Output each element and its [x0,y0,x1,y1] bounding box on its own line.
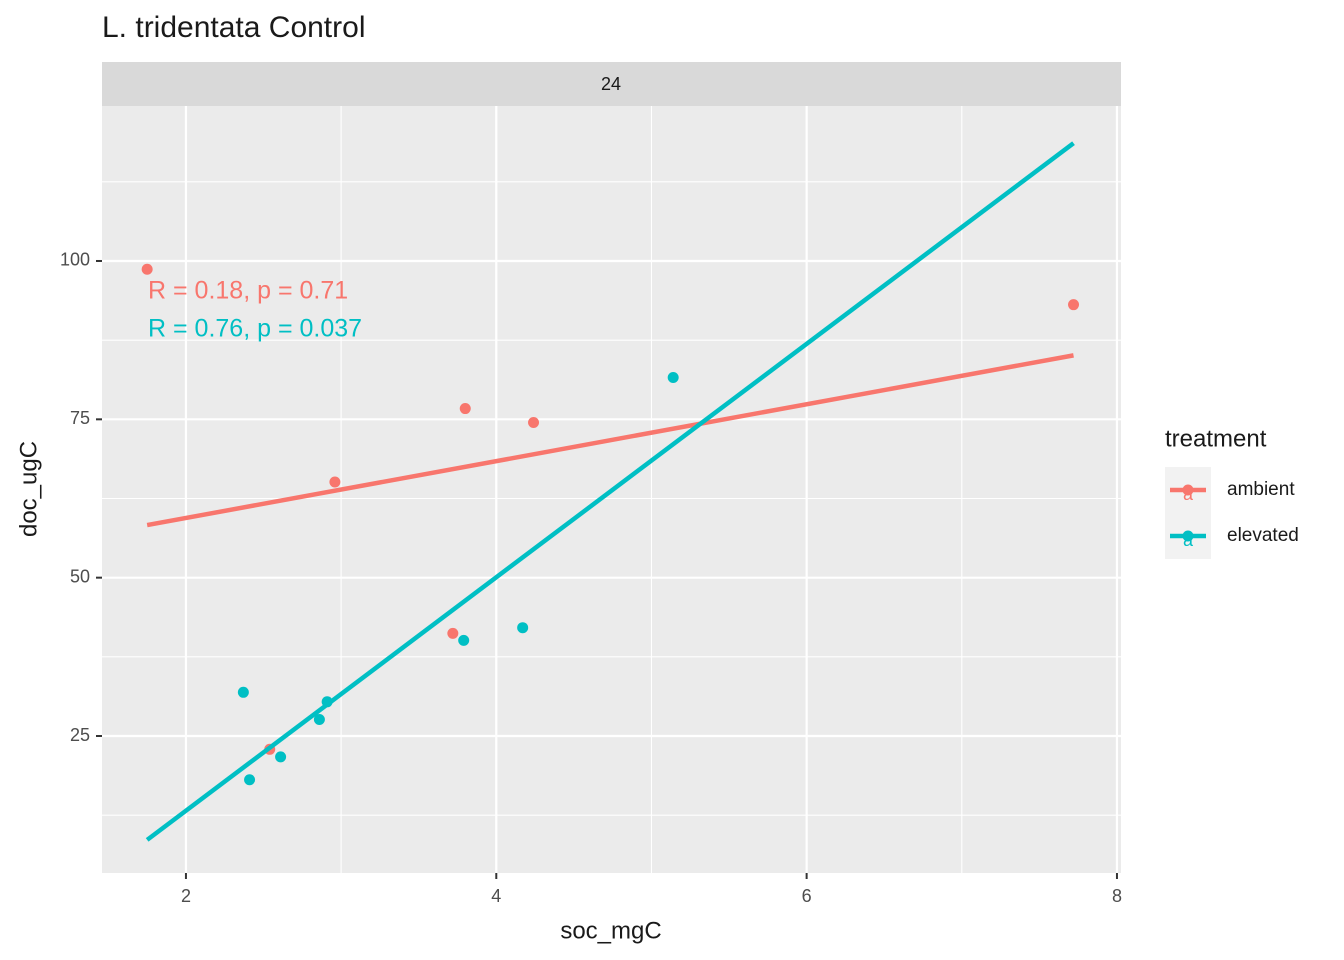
facet-label: 24 [601,74,621,94]
data-point [667,372,679,384]
legend-label: elevated [1227,525,1299,546]
legend-label: ambient [1227,479,1295,500]
data-point [313,714,325,726]
y-tick-label: 50 [70,566,90,586]
data-point [458,634,470,646]
data-point [459,403,471,415]
legend-title: treatment [1165,425,1267,452]
annotation: R = 0.18, p = 0.71 [148,277,348,305]
data-point [528,416,540,428]
data-point [517,622,529,634]
data-point [447,627,459,639]
x-tick-label: 4 [491,886,501,906]
legend-key-point [1182,530,1194,542]
data-point [1068,299,1080,311]
legend-key-text: a [1183,530,1194,550]
x-axis-title: soc_mgC [560,917,661,944]
x-tick-label: 8 [1112,886,1122,906]
x-tick-label: 2 [181,886,191,906]
y-tick-label: 25 [70,725,90,745]
legend-key-text: a [1183,484,1194,504]
annotation: R = 0.76, p = 0.037 [148,315,362,343]
y-tick-label: 75 [70,408,90,428]
y-axis-title: doc_ugC [15,441,42,537]
data-point [244,774,256,786]
regression-line [146,353,1074,528]
legend-key-point [1182,484,1194,496]
legend-key-background [1165,467,1211,559]
x-tick-label: 6 [802,886,812,906]
data-point [329,476,341,488]
regression-line [145,141,1075,842]
data-point [141,263,153,275]
facet-strip [102,62,1121,106]
y-tick-label: 100 [60,250,90,270]
data-point [275,751,287,763]
chart-title: L. tridentata Control [102,11,365,44]
data-point [237,686,249,698]
